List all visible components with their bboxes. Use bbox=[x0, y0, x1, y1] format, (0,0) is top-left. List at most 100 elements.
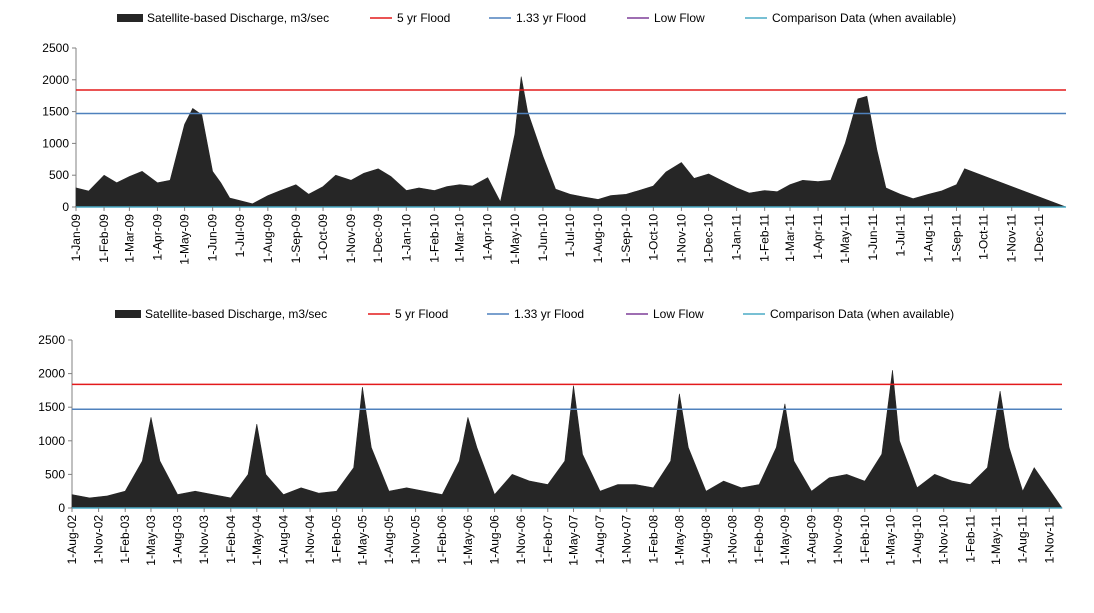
y-tick-label: 1500 bbox=[38, 400, 65, 414]
x-tick-label: 1-Feb-09 bbox=[97, 214, 111, 263]
legend-label-comparison: Comparison Data (when available) bbox=[770, 307, 954, 321]
y-tick-label: 500 bbox=[45, 467, 65, 481]
x-tick-label: 1-Aug-02 bbox=[65, 515, 79, 565]
y-tick-label: 1500 bbox=[42, 105, 69, 119]
chart-top: 0 500 1000 1500 2000 2500 1-Jan-09 1-Feb-09 1-Ma… bbox=[42, 41, 1067, 265]
y-tick-label: 2000 bbox=[38, 367, 65, 381]
x-tick-label: 1-May-04 bbox=[250, 515, 264, 566]
x-tick-label: 1-Oct-11 bbox=[977, 214, 991, 260]
x-tick-label: 1-Apr-10 bbox=[481, 214, 495, 261]
x-tick-label: 1-Feb-10 bbox=[427, 214, 441, 263]
x-tick-label: 1-Aug-07 bbox=[593, 515, 607, 565]
x-tick-label: 1-Aug-04 bbox=[276, 515, 290, 565]
x-tick-label: 1-Sep-11 bbox=[950, 214, 964, 263]
y-tick-label: 500 bbox=[49, 168, 69, 182]
x-tick-label: 1-May-10 bbox=[508, 214, 522, 265]
x-tick-label: 1-Nov-10 bbox=[674, 214, 688, 264]
x-tick-label: 1-Dec-09 bbox=[371, 214, 385, 264]
x-tick-label: 1-Feb-06 bbox=[435, 515, 449, 564]
x-tick-label: 1-Nov-09 bbox=[831, 515, 845, 565]
y-tick-label: 1000 bbox=[38, 434, 65, 448]
y-tick-label: 0 bbox=[58, 501, 65, 515]
x-tick-label: 1-Aug-09 bbox=[261, 214, 275, 264]
discharge-area bbox=[75, 76, 1067, 208]
x-tick-label: 1-May-07 bbox=[567, 515, 581, 566]
x-tick-label: 1-Jul-11 bbox=[893, 214, 907, 257]
x-tick-label: 1-Mar-10 bbox=[453, 214, 467, 263]
legend-label-flood133: 1.33 yr Flood bbox=[516, 11, 586, 25]
y-tick-label: 2000 bbox=[42, 73, 69, 87]
x-tick-label: 1-Nov-09 bbox=[344, 214, 358, 264]
x-tick-label: 1-Feb-11 bbox=[963, 515, 977, 563]
y-tick-label: 2500 bbox=[42, 41, 69, 55]
x-tick-label: 1-Oct-09 bbox=[316, 214, 330, 261]
legend-label-discharge: Satellite-based Discharge, m3/sec bbox=[147, 11, 329, 25]
x-tick-label: 1-Aug-11 bbox=[921, 214, 935, 263]
x-tick-label: 1-Jul-10 bbox=[563, 214, 577, 258]
x-tick-label: 1-May-05 bbox=[355, 515, 369, 566]
x-tick-label: 1-Aug-06 bbox=[488, 515, 502, 565]
x-tick-label: 1-Nov-11 bbox=[1042, 515, 1056, 564]
x-tick-label: 1-Mar-11 bbox=[783, 214, 797, 262]
x-tick-label: 1-Feb-11 bbox=[758, 214, 772, 262]
x-tick-label: 1-May-06 bbox=[461, 515, 475, 566]
legend-label-lowflow: Low Flow bbox=[653, 307, 704, 321]
x-tick-label: 1-Feb-03 bbox=[118, 515, 132, 564]
x-tick-label: 1-Jan-09 bbox=[69, 214, 83, 262]
x-tick-label: 1-Nov-06 bbox=[514, 515, 528, 565]
x-tick-label: 1-Aug-05 bbox=[382, 515, 396, 565]
x-tick-label: 1-Nov-08 bbox=[726, 515, 740, 565]
x-tick-label: 1-Jan-11 bbox=[730, 214, 744, 261]
x-tick-label: 1-Feb-10 bbox=[858, 515, 872, 564]
legend-bottom: Satellite-based Discharge, m3/sec 5 yr F… bbox=[115, 307, 954, 321]
x-tick-label: 1-Apr-09 bbox=[150, 214, 164, 261]
x-tick-label: 1-Jun-09 bbox=[206, 214, 220, 262]
y-tick-label: 0 bbox=[62, 200, 69, 214]
legend-label-flood5: 5 yr Flood bbox=[395, 307, 448, 321]
x-tick-label: 1-Apr-11 bbox=[811, 214, 825, 260]
x-tick-label: 1-Aug-09 bbox=[805, 515, 819, 565]
x-tick-label: 1-Jun-10 bbox=[536, 214, 550, 262]
x-tick-label: 1-Nov-03 bbox=[197, 515, 211, 565]
chart-bottom: 0 500 1000 1500 2000 2500 1-Aug-02 1-Nov-02 1-Fe… bbox=[38, 333, 1063, 566]
x-tick-label: 1-Feb-04 bbox=[224, 515, 238, 564]
x-tick-label: 1-Feb-08 bbox=[646, 515, 660, 564]
x-tick-label: 1-Jul-09 bbox=[233, 214, 247, 258]
x-tick-label: 1-May-08 bbox=[672, 515, 686, 566]
x-tick-label: 1-Jun-11 bbox=[866, 214, 880, 261]
x-tick-label: 1-Nov-02 bbox=[92, 515, 106, 565]
x-tick-label: 1-May-11 bbox=[989, 515, 1003, 565]
x-tick-label: 1-May-09 bbox=[178, 214, 192, 265]
x-tick-label: 1-Aug-10 bbox=[591, 214, 605, 264]
x-tick-label: 1-May-10 bbox=[884, 515, 898, 566]
x-tick-label: 1-Aug-11 bbox=[1016, 515, 1030, 564]
legend-label-flood5: 5 yr Flood bbox=[397, 11, 450, 25]
x-tick-label: 1-Dec-11 bbox=[1032, 214, 1046, 263]
legend-top: Satellite-based Discharge, m3/sec 5 yr F… bbox=[117, 11, 956, 25]
x-tick-label: 1-Feb-05 bbox=[330, 515, 344, 564]
x-tick-label: 1-Feb-07 bbox=[541, 515, 555, 564]
x-tick-label: 1-Aug-03 bbox=[171, 515, 185, 565]
x-tick-label: 1-Nov-05 bbox=[409, 515, 423, 565]
x-tick-label: 1-Nov-04 bbox=[303, 515, 317, 565]
legend-label-lowflow: Low Flow bbox=[654, 11, 705, 25]
x-tick-label: 1-Aug-10 bbox=[910, 515, 924, 565]
x-tick-label: 1-May-09 bbox=[778, 515, 792, 566]
y-tick-label: 1000 bbox=[42, 136, 69, 150]
x-tick-label: 1-Dec-10 bbox=[702, 214, 716, 264]
legend-label-discharge: Satellite-based Discharge, m3/sec bbox=[145, 307, 327, 321]
y-tick-label: 2500 bbox=[38, 333, 65, 347]
x-tick-label: 1-Jan-10 bbox=[399, 214, 413, 262]
legend-swatch-discharge bbox=[115, 310, 141, 318]
x-tick-label: 1-Sep-10 bbox=[619, 214, 633, 264]
x-tick-label: 1-Feb-09 bbox=[752, 515, 766, 564]
x-tick-label: 1-May-03 bbox=[144, 515, 158, 566]
x-tick-label: 1-May-11 bbox=[838, 214, 852, 264]
x-tick-label: 1-Aug-08 bbox=[699, 515, 713, 565]
x-tick-label: 1-Nov-11 bbox=[1005, 214, 1019, 263]
x-tick-label: 1-Mar-09 bbox=[122, 214, 136, 263]
x-tick-label: 1-Nov-10 bbox=[937, 515, 951, 565]
x-tick-label: 1-Oct-10 bbox=[646, 214, 660, 261]
